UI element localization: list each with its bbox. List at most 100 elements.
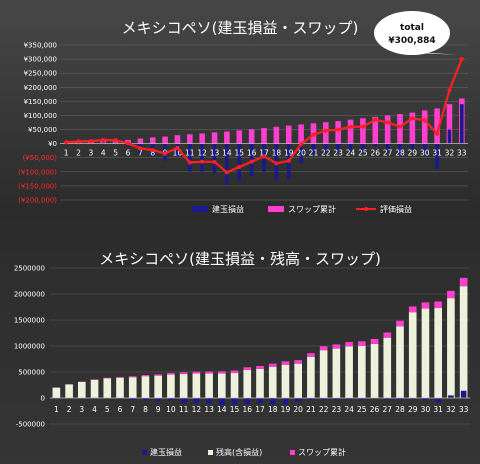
- chart1-pl-bar: [435, 143, 439, 169]
- chart2-pl-bar: [257, 398, 263, 404]
- chart1-pl-bar: [311, 143, 316, 155]
- chart2-balance-bar: [459, 286, 468, 398]
- chart2-swap-bar: [396, 320, 404, 327]
- chart2-x-tick: 15: [230, 405, 240, 414]
- callout-label: total: [400, 23, 424, 33]
- chart1-x-tick: 24: [346, 149, 356, 158]
- chart2-title: メキシコペソ(建玉損益・残高・スワップ): [99, 250, 381, 268]
- chart1-swap-bar: [174, 135, 181, 144]
- chart2-balance-bar: [447, 298, 455, 398]
- chart2-balance-bar: [52, 387, 61, 398]
- chart1-swap-bar: [224, 131, 230, 144]
- chart2-pl-bar: [346, 398, 352, 400]
- chart1-y-tick: (¥150,000): [18, 182, 57, 190]
- chart1-valuation-point: [447, 88, 452, 93]
- chart2-swap-bar: [383, 332, 392, 338]
- chart2-swap-bar: [192, 371, 201, 374]
- chart2-x-tick: 11: [179, 405, 189, 414]
- chart1-swap-bar: [248, 129, 255, 144]
- chart2-y-tick: 500000: [18, 369, 45, 377]
- chart2-swap-bar: [116, 377, 124, 378]
- chart1-pl-bar: [101, 142, 106, 144]
- chart1-x-tick: 26: [370, 149, 380, 158]
- chart2-pl-bar: [282, 398, 289, 405]
- chart2-x-tick: 19: [281, 405, 291, 414]
- chart2-balance-bar: [408, 312, 417, 398]
- callout-value: ¥300,884: [388, 36, 435, 46]
- chart2-pl-bar: [422, 398, 429, 400]
- chart2-swap-bar: [434, 301, 442, 309]
- chart1-x-tick: 1: [64, 149, 69, 158]
- chart2-pl-bar: [448, 395, 454, 398]
- chart1-swap-bar: [360, 118, 366, 144]
- chart2-balance-bar: [434, 308, 442, 398]
- chart1-swap-bar: [285, 125, 292, 144]
- chart1-pl-bar: [398, 143, 402, 157]
- chart1-x-tick: 18: [272, 149, 282, 158]
- chart2-balance-bar: [345, 346, 353, 398]
- chart2-x-tick: 24: [344, 405, 354, 414]
- chart2-pl-bar: [231, 398, 238, 405]
- chart1-valuation-point: [64, 140, 69, 145]
- chart1-x-tick: 3: [89, 149, 94, 158]
- chart2-x-tick: 31: [433, 405, 443, 414]
- chart1-valuation-point: [200, 159, 205, 164]
- chart2-pl-bar: [180, 398, 187, 404]
- chart2-balance-bar: [243, 369, 252, 398]
- chart1-pl-bar: [324, 143, 328, 153]
- chart1-valuation-point: [126, 141, 130, 146]
- chart1-swap-bar: [100, 141, 107, 144]
- chart2-pl-bar: [320, 398, 327, 400]
- chart1-x-tick: 13: [210, 149, 220, 158]
- chart1-x-tick: 20: [296, 149, 306, 158]
- chart1-pl-bar: [460, 104, 464, 144]
- chart2-balance-bar: [370, 343, 379, 398]
- chart1-valuation-point: [113, 138, 118, 143]
- chart2-x-tick: 3: [79, 405, 84, 414]
- chart1-y-tick: ¥150,000: [24, 98, 57, 106]
- chart2-pl-bar: [168, 398, 174, 401]
- chart2-x-tick: 12: [192, 405, 202, 414]
- chart1-swap-bar: [211, 132, 218, 144]
- chart1-pl-bar: [447, 129, 452, 144]
- chart2-x-tick: 23: [332, 405, 342, 414]
- chart1-x-tick: 10: [173, 149, 183, 158]
- chart1-valuation-point: [150, 148, 155, 153]
- chart2-balance-bar: [421, 308, 430, 398]
- chart1-x-tick: 22: [321, 149, 331, 158]
- chart1-swap-bar: [137, 138, 144, 144]
- chart1-valuation-point: [101, 137, 106, 142]
- chart1-pl-bar: [237, 143, 242, 181]
- chart1-valuation-point: [175, 145, 180, 150]
- chart1-valuation-point: [410, 116, 415, 121]
- chart1-pl-bar: [348, 143, 353, 151]
- chart1-x-tick: 2: [76, 149, 81, 158]
- chart1-pl-bar: [336, 143, 340, 153]
- chart2-pl-bar: [409, 398, 416, 400]
- chart1-valuation-point: [187, 160, 192, 165]
- chart1-swap-bar: [273, 126, 280, 144]
- chart2-y-tick: 0: [41, 395, 45, 403]
- chart2-swap-bar: [370, 338, 379, 344]
- chart1-valuation-point: [163, 151, 168, 156]
- chart2-pl-bar: [435, 398, 441, 403]
- chart2-swap-bar: [230, 370, 239, 374]
- chart2-balance-bar: [179, 374, 188, 398]
- chart2-x-tick: 13: [204, 405, 214, 414]
- chart1-valuation-point: [274, 161, 279, 166]
- chart2-x-tick: 28: [395, 405, 405, 414]
- chart2-x-tick: 5: [105, 405, 110, 414]
- chart1-x-tick: 15: [234, 149, 244, 158]
- chart1-y-tick: (¥200,000): [18, 197, 57, 205]
- chart1-valuation-point: [286, 158, 291, 163]
- chart1-y-tick: ¥300,000: [24, 56, 57, 64]
- chart1-x-tick: 4: [101, 149, 106, 158]
- chart2-swap-bar: [179, 372, 188, 375]
- chart1-swap-bar: [199, 133, 205, 144]
- chart2-pl-bar: [142, 398, 149, 401]
- chart1-x-tick: 27: [383, 149, 393, 158]
- chart1-y-tick: (¥50,000): [23, 154, 58, 162]
- chart1-y-tick: ¥50,000: [28, 126, 57, 134]
- chart1-swap-bar: [409, 112, 416, 144]
- chart2-balance-bar: [116, 377, 124, 398]
